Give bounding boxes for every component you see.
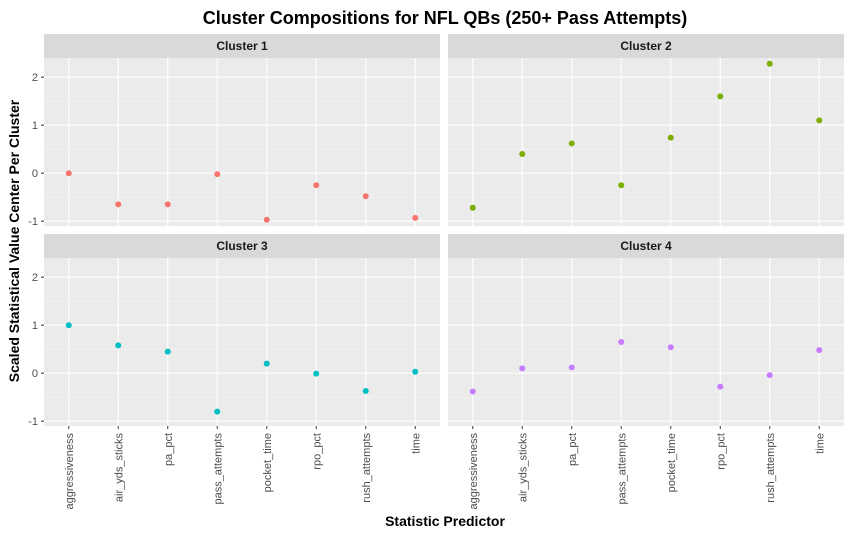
panel-strip-label: Cluster 3: [216, 239, 268, 253]
data-point: [717, 383, 724, 390]
x-tick-label: rush_attempts: [361, 433, 373, 503]
y-tick-label: -1: [28, 416, 38, 428]
x-tick-label: aggressiveness: [468, 433, 480, 510]
panel-background: [44, 58, 440, 226]
data-point: [164, 348, 171, 355]
y-tick-label: 2: [32, 272, 38, 284]
data-point: [568, 364, 575, 371]
x-tick-label: aggressiveness: [64, 433, 76, 510]
x-tick-label: pass_attempts: [616, 433, 628, 505]
x-tick-label: pa_pct: [163, 433, 175, 466]
data-point: [65, 322, 72, 329]
x-tick-label: pa_pct: [567, 433, 579, 466]
panel-strip-label: Cluster 1: [216, 39, 268, 53]
data-point: [469, 388, 476, 395]
data-point: [313, 370, 320, 377]
y-tick-label: -1: [28, 216, 38, 228]
data-point: [766, 60, 773, 67]
data-point: [717, 93, 724, 100]
data-point: [362, 193, 369, 200]
data-point: [214, 408, 221, 415]
data-point: [263, 216, 270, 223]
x-axis-title: Statistic Predictor: [385, 513, 505, 529]
data-point: [469, 204, 476, 211]
data-point: [263, 360, 270, 367]
x-tick-label: air_yds_sticks: [113, 433, 125, 503]
x-tick-label: rpo_pct: [311, 433, 323, 470]
data-point: [816, 117, 823, 124]
chart-title: Cluster Compositions for NFL QBs (250+ P…: [203, 8, 688, 28]
data-point: [115, 201, 122, 208]
panel-background: [44, 258, 440, 426]
panel-strip-label: Cluster 2: [620, 39, 672, 53]
data-point: [519, 151, 526, 157]
panel-strip: [448, 34, 844, 58]
data-point: [816, 347, 823, 354]
data-point: [618, 339, 625, 345]
panel-3: Cluster 3 -1 0 1 2 aggressiveness air_yds_stic…: [28, 234, 440, 509]
panel-background: [448, 58, 844, 226]
y-tick-label: 0: [32, 168, 38, 180]
x-tick-label: time: [814, 433, 826, 454]
x-tick-label: rush_attempts: [765, 433, 777, 503]
data-point: [667, 344, 674, 351]
data-point: [618, 182, 625, 189]
data-point: [766, 372, 773, 379]
panel-2: Cluster 2: [448, 34, 844, 226]
data-point: [568, 140, 575, 147]
y-tick-label: 1: [32, 120, 38, 132]
panel-strip-label: Cluster 4: [620, 239, 672, 253]
x-tick-label: pass_attempts: [212, 433, 224, 505]
data-point: [362, 387, 369, 394]
data-point: [313, 182, 320, 189]
panel-strip: [44, 34, 440, 58]
y-axis-title: Scaled Statistical Value Center Per Clus…: [6, 99, 22, 382]
y-tick-label: 0: [32, 368, 38, 380]
x-tick-label: pocket_time: [262, 433, 274, 492]
facet-panels: Cluster 1 -1 0 1 2 Cluster 2 Cluster 3 -1 0 1 2 agg…: [28, 34, 844, 509]
data-point: [65, 170, 72, 177]
data-point: [412, 214, 419, 221]
data-point: [115, 342, 122, 349]
data-point: [214, 171, 221, 178]
data-point: [519, 365, 526, 372]
panel-background: [448, 258, 844, 426]
x-tick-label: rpo_pct: [715, 433, 727, 470]
data-point: [412, 368, 419, 375]
panel-4: Cluster 4 aggressiveness air_yds_sticks pa_…: [448, 234, 844, 509]
panel-strip: [44, 234, 440, 258]
y-tick-label: 1: [32, 320, 38, 332]
data-point: [667, 134, 674, 141]
x-tick-label: time: [410, 433, 422, 454]
x-tick-label: air_yds_sticks: [517, 433, 529, 503]
panel-1: Cluster 1 -1 0 1 2: [28, 34, 440, 228]
panel-strip: [448, 234, 844, 258]
data-point: [164, 201, 171, 208]
y-tick-label: 2: [32, 72, 38, 84]
x-tick-label: pocket_time: [666, 433, 678, 492]
